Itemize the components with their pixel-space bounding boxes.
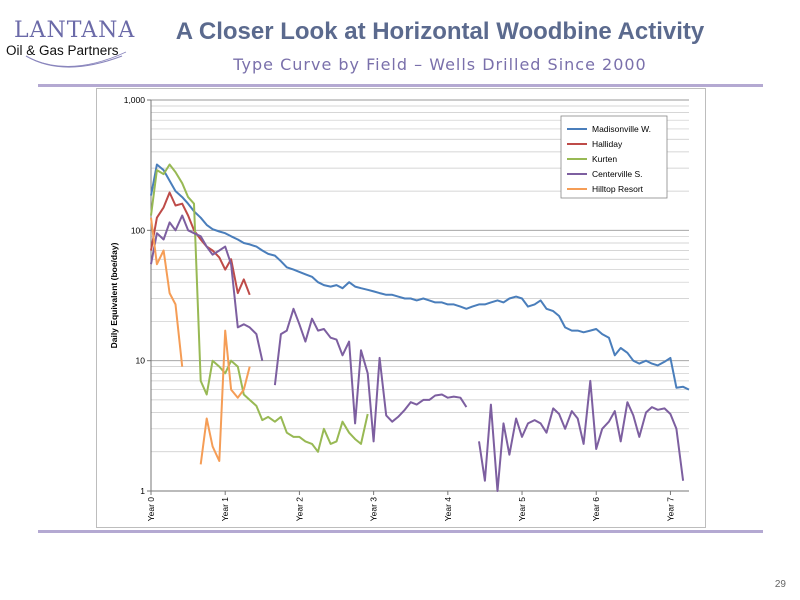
bottom-divider	[38, 530, 763, 533]
x-tick-label: Year 1	[220, 497, 230, 522]
legend-label: Hilltop Resort	[592, 184, 644, 194]
legend-label: Centerville S.	[592, 169, 643, 179]
x-tick-label: Year 4	[443, 497, 453, 522]
x-tick-label: Year 0	[146, 497, 156, 522]
slide-title: A Closer Look at Horizontal Woodbine Act…	[175, 18, 705, 45]
series-line	[273, 307, 468, 443]
series-line	[150, 217, 184, 367]
legend-label: Halliday	[592, 139, 623, 149]
x-tick-label: Year 2	[294, 497, 304, 522]
legend-label: Madisonville W.	[592, 124, 651, 134]
page-number: 29	[774, 579, 786, 590]
x-tick-label: Year 3	[369, 497, 379, 522]
slide-subtitle: Type Curve by Field – Wells Drilled Sinc…	[233, 55, 647, 74]
series-centerville-s	[150, 214, 685, 492]
series-kurten	[150, 163, 369, 453]
type-curve-chart: 1 10 100 1,000 Year 0 Year 1 Year 2 Year 3 Year …	[109, 95, 690, 522]
y-axis-label: Daily Equivalent (boe/day)	[109, 242, 119, 348]
x-tick-label: Year 7	[665, 497, 675, 522]
chart-frame: 1 10 100 1,000 Year 0 Year 1 Year 2 Year 3 Year …	[96, 88, 706, 528]
top-divider	[38, 84, 763, 87]
company-logo: LANTANA Oil & Gas Partners	[4, 18, 144, 78]
logo-tagline: Oil & Gas Partners	[6, 43, 119, 58]
chart-legend: Madisonville W. Halliday Kurten Centerville…	[560, 115, 668, 199]
y-tick-label: 10	[136, 356, 146, 366]
y-tick-label: 1,000	[124, 95, 146, 105]
series-line	[150, 214, 264, 361]
y-tick-label: 1	[140, 486, 145, 496]
series-line	[199, 329, 251, 465]
series-line	[150, 163, 690, 391]
logo-swoosh-graphic	[25, 51, 127, 68]
series-hilltop-resort	[150, 217, 251, 465]
y-tick-label: 100	[131, 225, 145, 235]
series-line	[478, 379, 685, 492]
series-halliday	[150, 191, 251, 296]
legend-label: Kurten	[592, 154, 617, 164]
series-madisonville-w	[150, 163, 690, 391]
x-tick-label: Year 5	[517, 497, 527, 522]
series-line	[150, 191, 251, 296]
x-tick-label: Year 6	[591, 497, 601, 522]
logo-wordmark: LANTANA	[14, 18, 136, 43]
series-line	[150, 163, 369, 453]
